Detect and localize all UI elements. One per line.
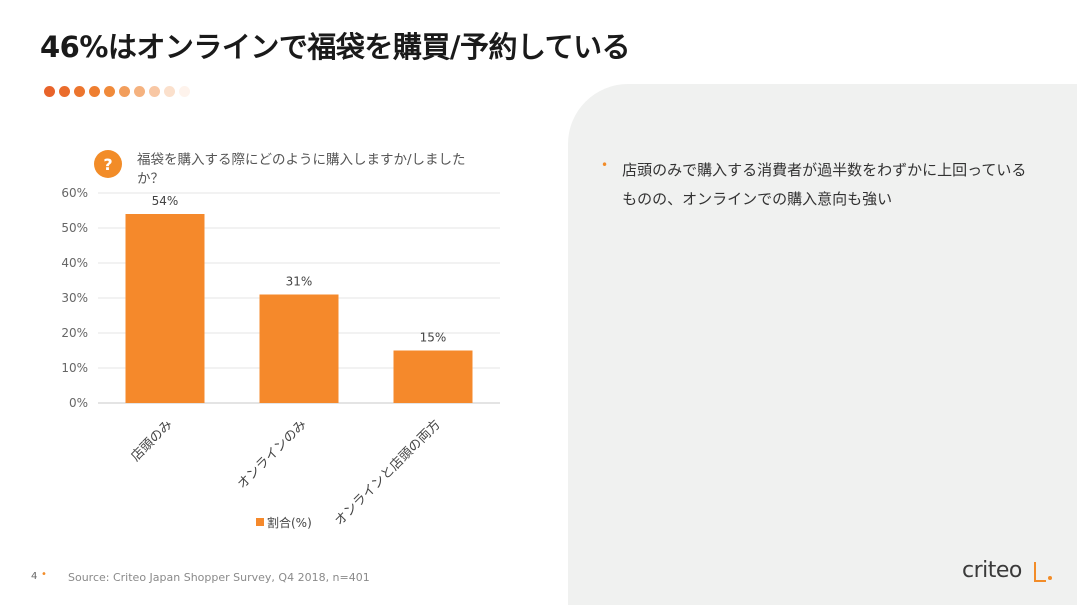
- x-tick-label: 店頭のみ: [128, 417, 175, 464]
- progress-dots: [44, 86, 190, 97]
- insight-panel: [568, 84, 1077, 605]
- y-tick-label: 30%: [61, 291, 88, 305]
- progress-dot: [89, 86, 100, 97]
- y-tick-label: 40%: [61, 256, 88, 270]
- question-icon: ?: [94, 150, 122, 178]
- data-label: 31%: [286, 275, 313, 289]
- criteo-logo: criteo: [962, 558, 1052, 588]
- x-tick-label: オンラインのみ: [235, 417, 310, 492]
- insight-bullet: • 店頭のみで購入する消費者が過半数をわずかに上回っているものの、オンラインでの…: [601, 156, 1041, 214]
- y-tick-label: 60%: [61, 186, 88, 200]
- legend-label: 割合(%): [267, 515, 312, 530]
- footer-dot-icon: •: [41, 569, 47, 580]
- progress-dot: [104, 86, 115, 97]
- progress-dot: [134, 86, 145, 97]
- data-label: 15%: [420, 331, 447, 345]
- logo-mark-icon: [1034, 562, 1046, 582]
- progress-dot: [164, 86, 175, 97]
- data-label: 54%: [152, 194, 179, 208]
- progress-dot: [59, 86, 70, 97]
- progress-dot: [74, 86, 85, 97]
- y-tick-label: 10%: [61, 361, 88, 375]
- y-tick-label: 0%: [69, 396, 88, 410]
- question-text: 福袋を購入する際にどのように購入しますか/しましたか？: [137, 152, 466, 187]
- source-note: Source: Criteo Japan Shopper Survey, Q4 …: [68, 571, 370, 584]
- bullet-dot-icon: •: [601, 158, 609, 172]
- bar: [125, 214, 205, 403]
- progress-dot: [119, 86, 130, 97]
- logo-dot-icon: [1048, 576, 1052, 580]
- progress-dot: [179, 86, 190, 97]
- legend-swatch: [256, 518, 264, 526]
- y-tick-label: 20%: [61, 326, 88, 340]
- progress-dot: [44, 86, 55, 97]
- page-number: 4: [31, 571, 38, 582]
- bar: [259, 294, 339, 403]
- insight-text: 店頭のみで購入する消費者が過半数をわずかに上回っているものの、オンラインでの購入…: [622, 161, 1027, 208]
- progress-dot: [149, 86, 160, 97]
- bar: [393, 350, 473, 403]
- page-title: 46%はオンラインで福袋を購買/予約している: [40, 30, 631, 64]
- x-tick-label: オンラインと店頭の両方: [331, 417, 443, 529]
- y-tick-label: 50%: [61, 221, 88, 235]
- bar-chart: 0% 10% 20% 30% 40% 50% 60% 54% 店頭のみ 31% オンラインのみ 15%…: [61, 186, 500, 530]
- logo-text: criteo: [962, 558, 1022, 583]
